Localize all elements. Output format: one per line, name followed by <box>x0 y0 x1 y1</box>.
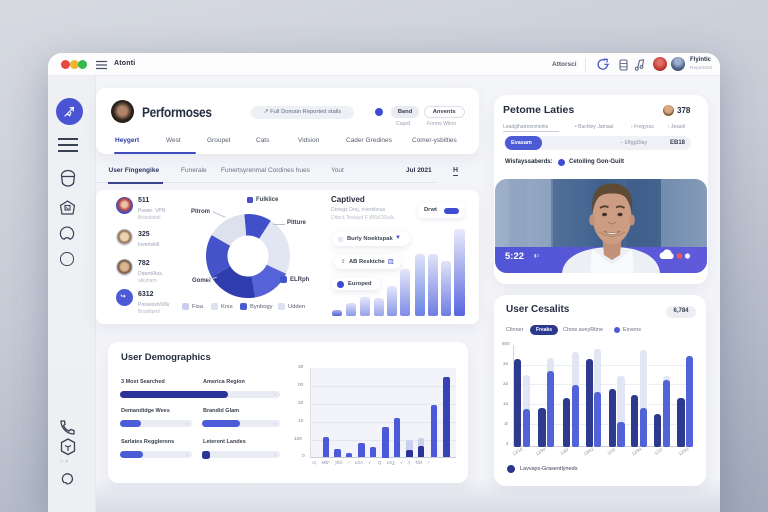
svg-text:5:22: 5:22 <box>505 251 524 262</box>
svg-text:▮3: ▮3 <box>534 253 539 258</box>
